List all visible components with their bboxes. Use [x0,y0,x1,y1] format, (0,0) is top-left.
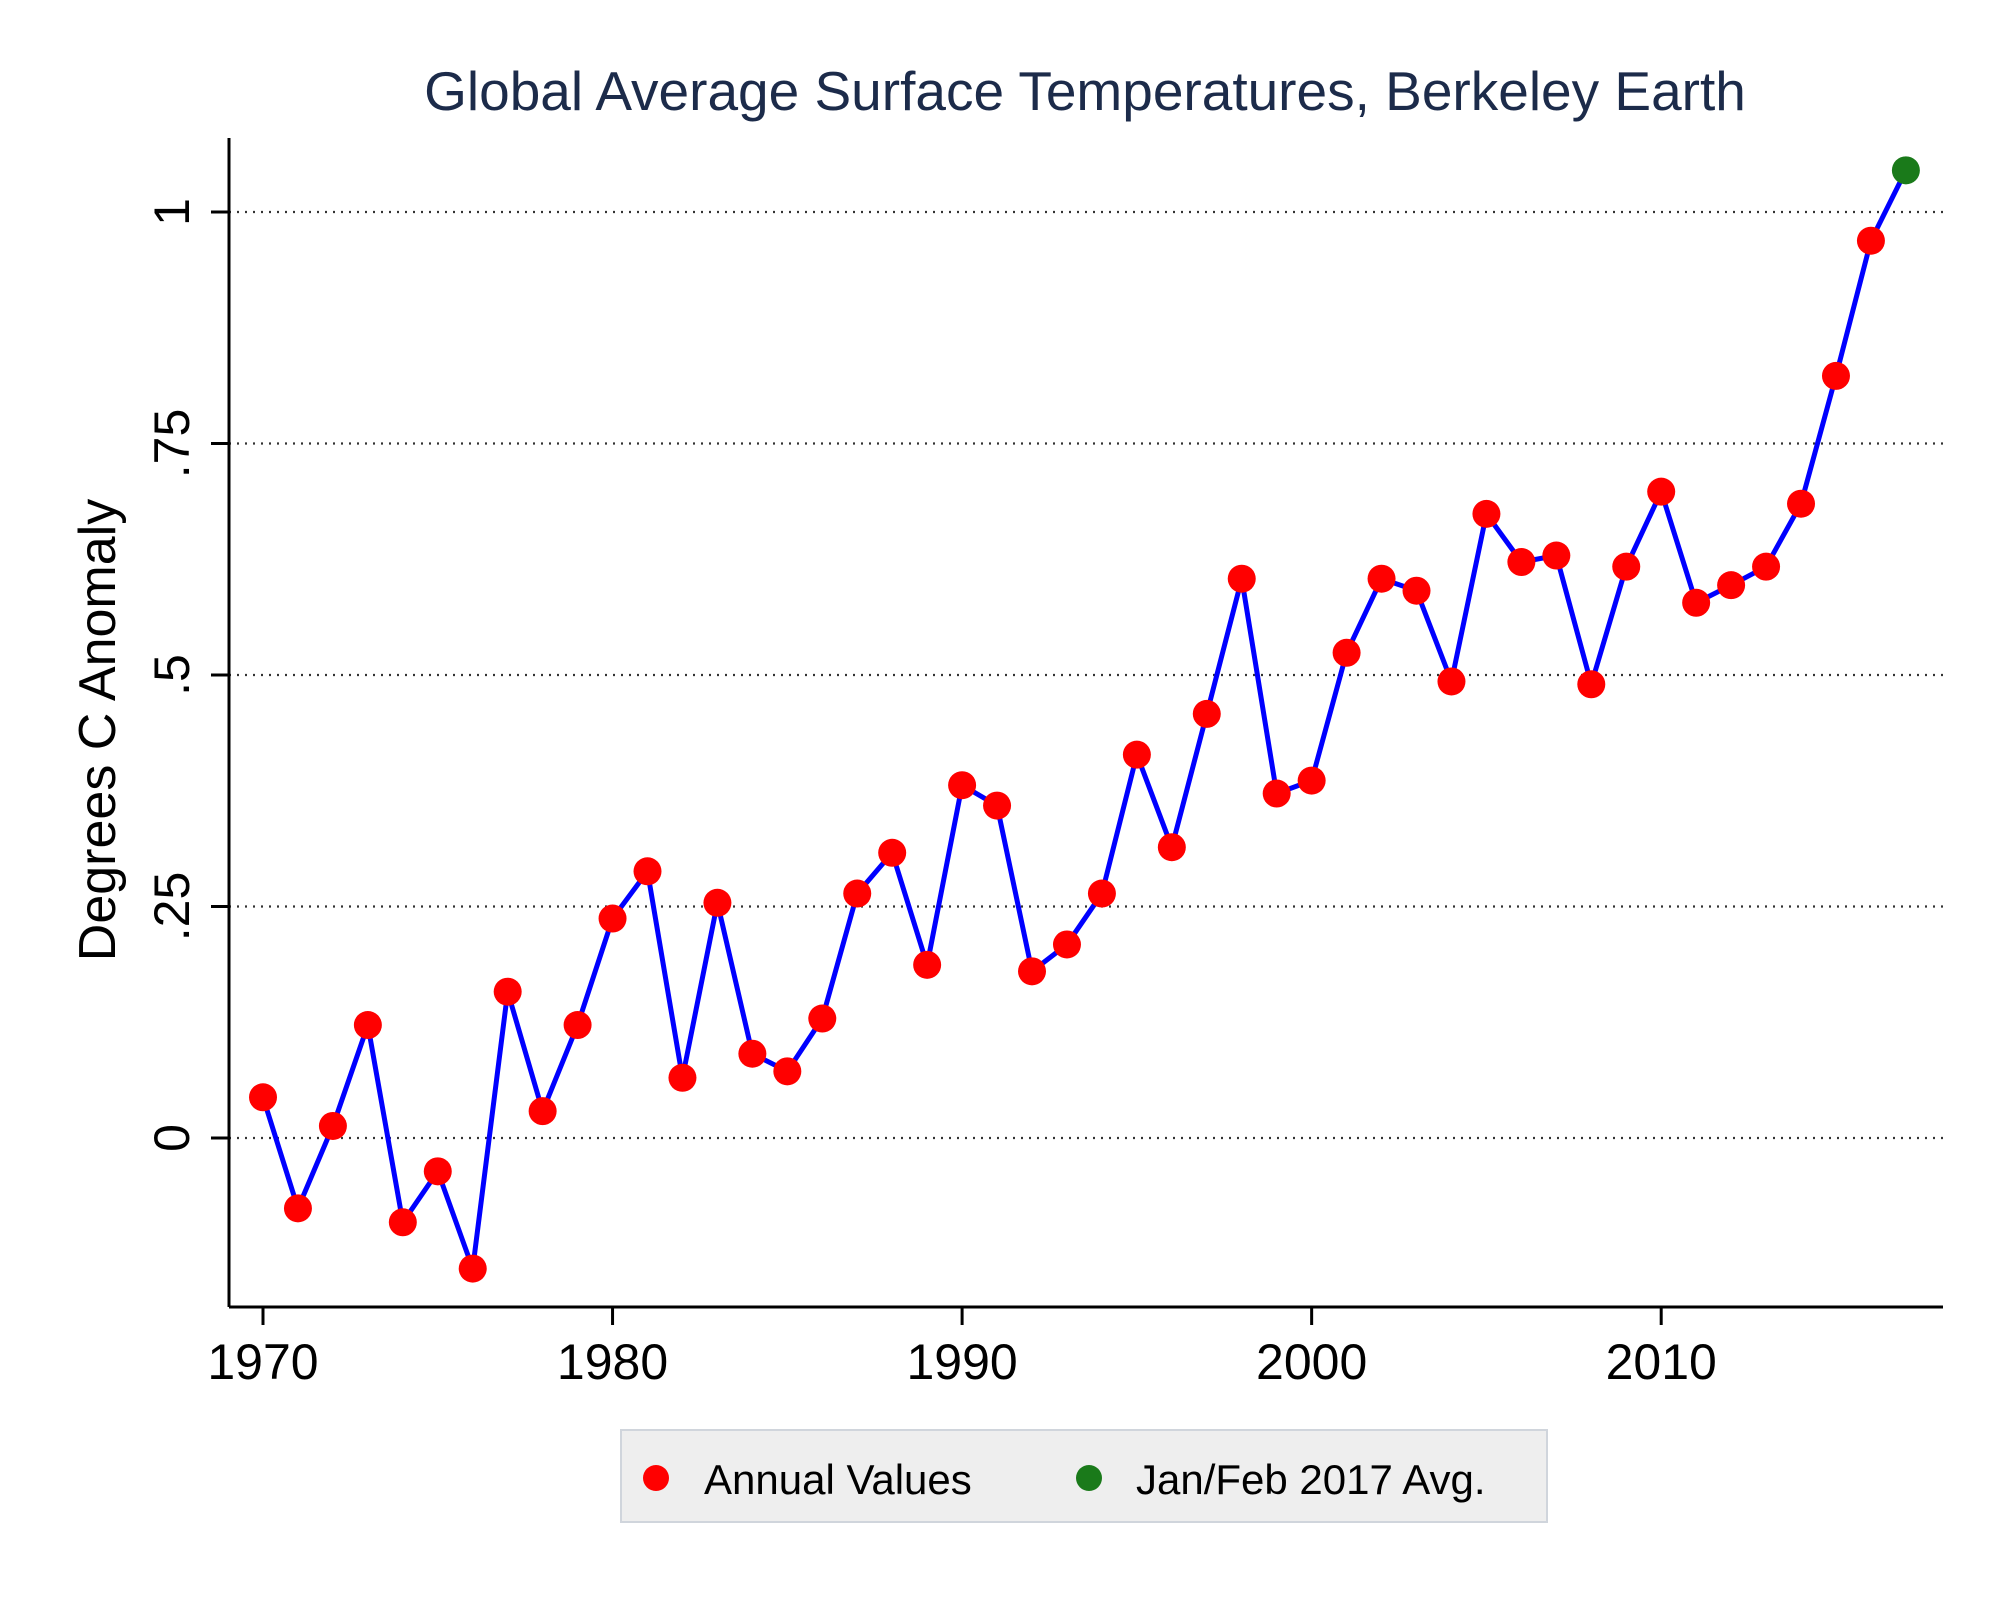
annual-point [318,1111,347,1140]
y-tick-label: 0 [144,1124,200,1152]
annual-point [1856,226,1885,255]
annual-point [528,1097,557,1126]
annual-point [773,1057,802,1086]
annual-point [1297,766,1326,795]
legend-label-latest: Jan/Feb 2017 Avg. [1136,1456,1486,1503]
latest-point [1891,156,1920,185]
annual-point [1542,541,1571,570]
annual-point [808,1004,837,1033]
annual-point [1507,548,1536,577]
x-tick-label: 2000 [1256,1334,1367,1390]
annual-point [1787,489,1816,518]
x-tick-label: 2010 [1606,1334,1717,1390]
y-tick-label: .75 [144,409,200,479]
legend-marker-annual [643,1465,669,1491]
y-tick-label: .25 [144,872,200,942]
annual-point [1717,571,1746,600]
annual-point [1052,930,1081,959]
x-ticks: 1970 1980 1990 2000 2010 [207,1307,1717,1390]
series-layer [249,156,1920,1283]
annual-point [1087,879,1116,908]
annual-point [1018,957,1047,986]
annual-point [1332,638,1361,667]
annual-point [1647,477,1676,506]
annual-point [1612,552,1641,581]
annual-point [1122,740,1151,769]
annual-point [458,1254,487,1283]
grid-lines [229,210,1943,1140]
annual-point [563,1011,592,1040]
legend-marker-latest [1076,1465,1102,1491]
annual-point [423,1157,452,1186]
series-line [260,169,1909,1270]
annual-point [1262,779,1291,808]
annual-point [1402,576,1431,605]
annual-point [493,977,522,1006]
y-tick-label: .5 [144,654,200,696]
annual-point [948,771,977,800]
annual-point [1821,361,1850,390]
annual-point [1227,564,1256,593]
annual-point [283,1194,312,1223]
annual-point [983,791,1012,820]
annual-point [353,1011,382,1040]
annual-point [1437,667,1466,696]
x-tick-label: 1980 [557,1334,668,1390]
x-tick-label: 1970 [207,1334,318,1390]
legend-label-annual: Annual Values [704,1456,972,1503]
annual-point [1157,833,1186,862]
annual-point [738,1039,767,1068]
annual-point [878,838,907,867]
annual-point [633,857,662,886]
annual-point [1577,670,1606,699]
y-tick-label: 1 [144,198,200,226]
annual-point [703,888,732,917]
annual-point [843,879,872,908]
annual-point [1682,588,1711,617]
y-axis-label: Degrees C Anomaly [69,499,127,961]
x-tick-label: 1990 [906,1334,1017,1390]
annual-point [913,950,942,979]
annual-point [598,904,627,933]
y-ticks: 0 .25 .5 .75 1 [144,198,229,1152]
annual-point [1472,499,1501,528]
chart-title: Global Average Surface Temperatures, Ber… [424,60,1746,122]
annual-point [668,1063,697,1092]
annual-point [1367,564,1396,593]
annual-point [249,1083,277,1112]
annual-point [388,1208,417,1237]
annual-point [1752,552,1781,581]
legend: Annual Values Jan/Feb 2017 Avg. [620,1429,1548,1523]
annual-point [1192,699,1221,728]
